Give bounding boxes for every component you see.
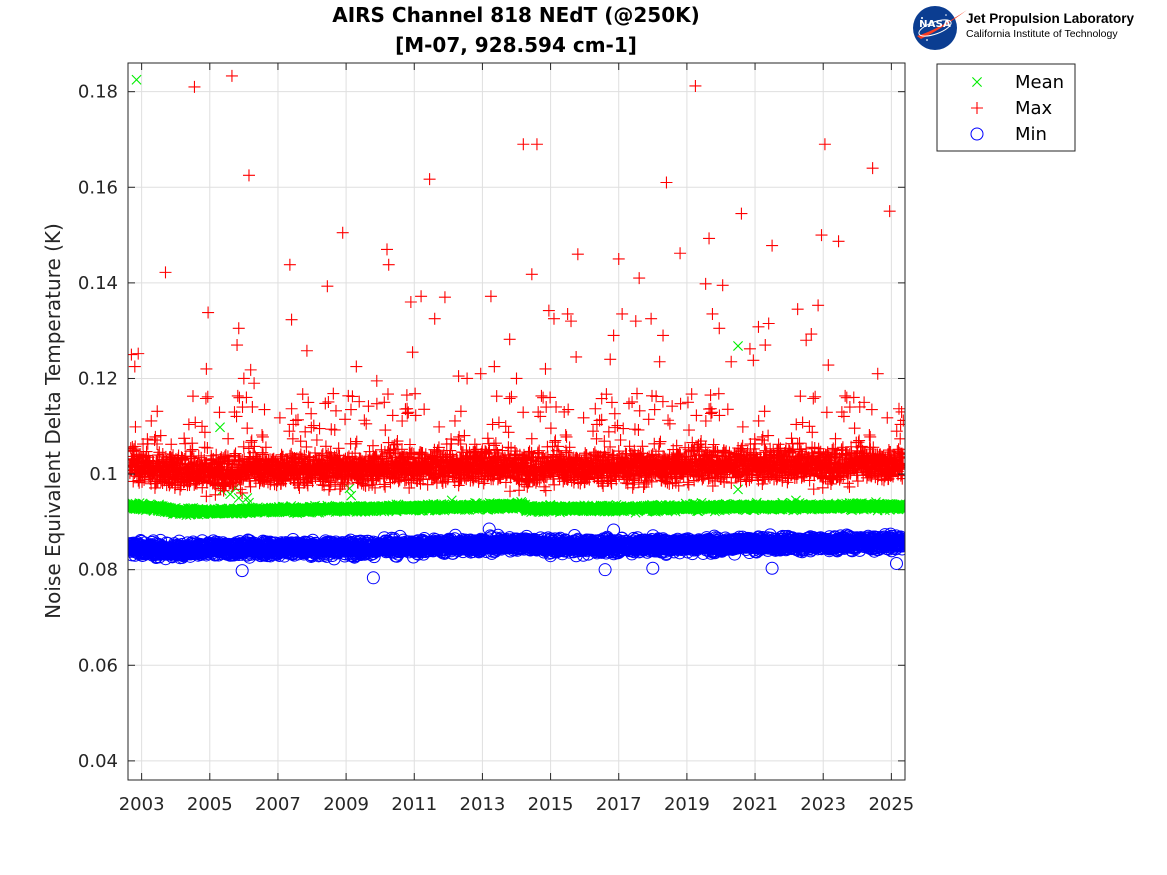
series-min bbox=[128, 522, 905, 585]
data-markers bbox=[128, 69, 905, 585]
plot-background bbox=[128, 63, 905, 780]
